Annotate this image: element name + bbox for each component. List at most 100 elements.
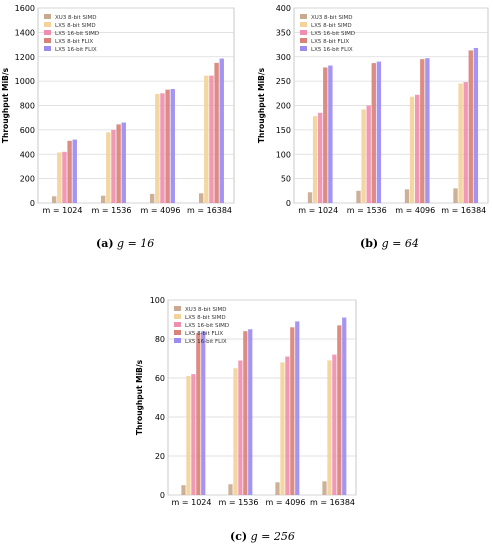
- bar: [233, 368, 238, 495]
- bar: [155, 93, 160, 203]
- x-tick-label: m = 4096: [141, 206, 181, 215]
- legend-swatch: [300, 38, 307, 43]
- bar: [186, 376, 191, 495]
- bar: [201, 331, 206, 495]
- bar: [327, 360, 332, 495]
- y-tick-label: 60: [155, 374, 165, 383]
- bar: [342, 317, 347, 495]
- bar: [307, 192, 313, 203]
- bar: [181, 485, 186, 495]
- y-tick-label: 1200: [15, 53, 35, 62]
- x-tick-label: m = 4096: [395, 206, 435, 215]
- chart-svg: 0 20 40 60 80 100 Throughput MiB/s m = 1024 m = …: [135, 296, 357, 507]
- y-tick-label: 600: [20, 126, 35, 135]
- bar: [409, 96, 415, 203]
- chart-svg: 0 50 100 150 200 250 300 350 400 Throughput MiB/s…: [257, 4, 489, 215]
- caption-c-label: (c): [230, 530, 248, 543]
- legend-swatch: [300, 30, 307, 35]
- y-tick-label: 0: [160, 491, 165, 500]
- bar: [415, 94, 420, 203]
- bar: [318, 112, 323, 203]
- bar: [209, 75, 214, 203]
- bar: [295, 321, 300, 495]
- y-tick-label: 300: [276, 53, 291, 62]
- caption-a-text: g = 16: [117, 237, 155, 250]
- legend-label: LX5 8-bit FLIX: [55, 39, 93, 45]
- x-tick-label: m = 1536: [347, 206, 387, 215]
- y-tick-label: 40: [155, 413, 165, 422]
- legend-swatch: [174, 330, 181, 335]
- bar: [425, 58, 430, 204]
- caption-b-label: (b): [360, 237, 379, 250]
- bar: [356, 190, 361, 203]
- y-tick-label: 200: [276, 102, 291, 111]
- bar: [328, 65, 333, 204]
- y-tick-label: 1600: [15, 4, 35, 13]
- bar: [371, 63, 376, 204]
- legend-label: XU3 8-bit SIMD: [185, 307, 227, 313]
- bar: [404, 189, 410, 203]
- bar: [463, 82, 468, 203]
- x-tick-label: m = 1024: [172, 498, 212, 507]
- bar: [196, 333, 201, 495]
- legend-label: LX5 8-bit SIMD: [185, 315, 226, 321]
- legend-label: LX5 8-bit SIMD: [311, 23, 352, 29]
- bar: [337, 325, 342, 495]
- bar: [165, 89, 170, 203]
- caption-a: (a) g = 16: [96, 237, 154, 250]
- bar: [111, 129, 116, 203]
- bar: [243, 331, 248, 495]
- chart-g64: 0 50 100 150 200 250 300 350 400 Throughput MiB/s…: [248, 0, 493, 215]
- y-tick-label: 800: [20, 102, 35, 111]
- x-tick-label: m = 16384: [310, 498, 355, 507]
- bar: [275, 482, 280, 495]
- bar: [420, 59, 425, 203]
- legend-label: LX5 16-bit FLIX: [55, 47, 97, 53]
- legend-label: XU3 8-bit SIMD: [55, 15, 97, 21]
- bar: [458, 83, 463, 203]
- bar: [376, 61, 382, 203]
- legend-label: LX5 8-bit FLIX: [311, 39, 349, 45]
- y-axis-label: Throughput MiB/s: [257, 67, 266, 143]
- y-tick-label: 50: [281, 175, 291, 184]
- y-tick-label: 0: [286, 199, 291, 208]
- y-tick-label: 200: [20, 175, 35, 184]
- chart-svg: 0 200 400 600 800 1000 1200 1400 1600 Throughput …: [1, 4, 235, 215]
- bar: [62, 151, 67, 203]
- chart-g256: 0 20 40 60 80 100 Throughput MiB/s m = 1024 m = …: [110, 288, 360, 508]
- bar: [361, 109, 366, 203]
- caption-b: (b) g = 64: [360, 237, 419, 250]
- bar: [290, 327, 295, 495]
- x-tick-label: m = 16384: [187, 206, 232, 215]
- bar: [191, 374, 196, 495]
- legend-swatch: [174, 338, 181, 343]
- legend-label: LX5 8-bit FLIX: [185, 331, 223, 337]
- legend-swatch: [44, 46, 51, 51]
- x-tick-label: m = 16384: [441, 206, 486, 215]
- legend-swatch: [44, 38, 51, 43]
- legend-label: LX5 16-bit SIMD: [185, 323, 229, 329]
- caption-c-text: g = 256: [250, 530, 295, 543]
- bar: [366, 105, 371, 203]
- y-tick-label: 20: [155, 452, 165, 461]
- legend-swatch: [174, 314, 181, 319]
- bar: [67, 140, 72, 203]
- bar: [322, 481, 327, 495]
- bar: [51, 196, 57, 203]
- y-axis-label: Throughput MiB/s: [1, 67, 10, 143]
- y-tick-label: 80: [155, 335, 165, 344]
- x-tick-label: m = 1024: [43, 206, 83, 215]
- legend-label: LX5 16-bit FLIX: [185, 339, 227, 345]
- bar: [453, 188, 458, 203]
- bar: [100, 195, 106, 203]
- legend-swatch: [174, 306, 181, 311]
- bar: [116, 124, 121, 203]
- chart-g16: 0 200 400 600 800 1000 1200 1400 1600 Throughput …: [0, 0, 240, 215]
- bar: [204, 75, 209, 203]
- y-tick-label: 350: [276, 28, 291, 37]
- bar: [238, 360, 243, 495]
- y-tick-label: 0: [30, 199, 35, 208]
- y-tick-label: 150: [276, 126, 291, 135]
- caption-b-text: g = 64: [381, 237, 419, 250]
- legend-swatch: [300, 22, 307, 27]
